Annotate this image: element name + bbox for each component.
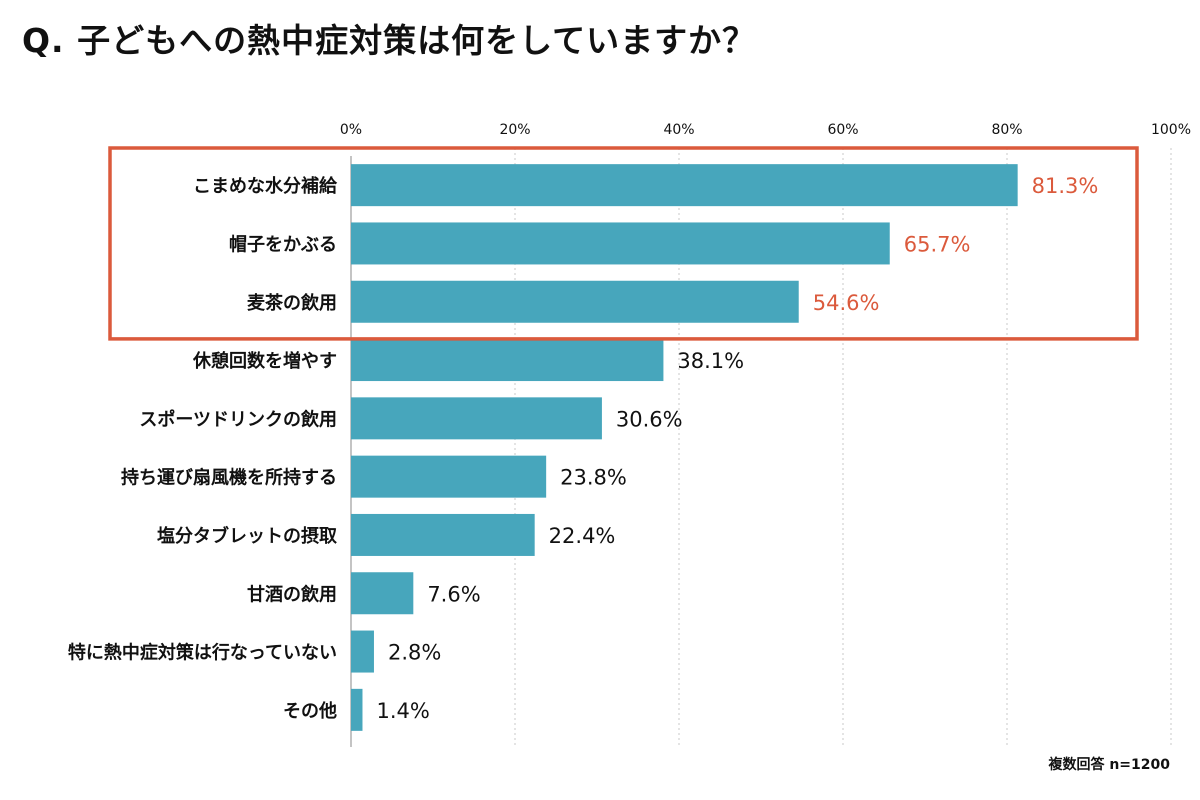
value-label: 23.8%	[560, 466, 627, 490]
bar	[351, 280, 799, 323]
value-label: 7.6%	[427, 582, 480, 606]
value-label: 30.6%	[616, 407, 683, 431]
bar	[351, 222, 890, 265]
highlight-frame	[108, 146, 1139, 341]
value-label: 1.4%	[376, 699, 429, 723]
value-label: 22.4%	[549, 524, 616, 548]
bar	[351, 339, 664, 382]
category-label: 休憩回数を増やす	[192, 350, 337, 372]
category-label: 甘酒の飲用	[247, 583, 337, 605]
bar	[351, 688, 363, 731]
value-label: 65.7%	[904, 232, 971, 256]
value-label: 54.6%	[813, 291, 880, 315]
category-label: 持ち運び扇風機を所持する	[121, 467, 337, 489]
value-label: 2.8%	[388, 641, 441, 665]
x-tick-label: 20%	[499, 122, 530, 138]
bar	[351, 630, 374, 673]
value-label: 81.3%	[1032, 174, 1099, 198]
x-tick-label: 60%	[827, 122, 858, 138]
category-label: スポーツドリンクの飲用	[139, 408, 337, 430]
chart-title: Q. 子どもへの熱中症対策は何をしていますか？	[22, 21, 757, 60]
x-tick-label: 80%	[991, 122, 1022, 138]
value-label: 38.1%	[677, 349, 744, 373]
category-label: 特に熱中症対策は行なっていない	[68, 642, 337, 664]
category-label: こまめな水分補給	[193, 175, 338, 197]
category-label: 帽子をかぶる	[229, 233, 337, 255]
sample-size-note: 複数回答 n=1200	[1048, 757, 1170, 773]
bar	[351, 164, 1018, 207]
bar	[351, 397, 602, 440]
bar	[351, 572, 414, 615]
x-tick-label: 0%	[340, 122, 362, 138]
x-tick-label: 100%	[1151, 122, 1191, 138]
category-label: 麦茶の飲用	[247, 292, 337, 314]
x-tick-label: 40%	[663, 122, 694, 138]
bar	[351, 455, 547, 498]
category-label: その他	[283, 700, 337, 722]
bar	[351, 513, 535, 556]
category-label: 塩分タブレットの摂取	[157, 525, 338, 547]
